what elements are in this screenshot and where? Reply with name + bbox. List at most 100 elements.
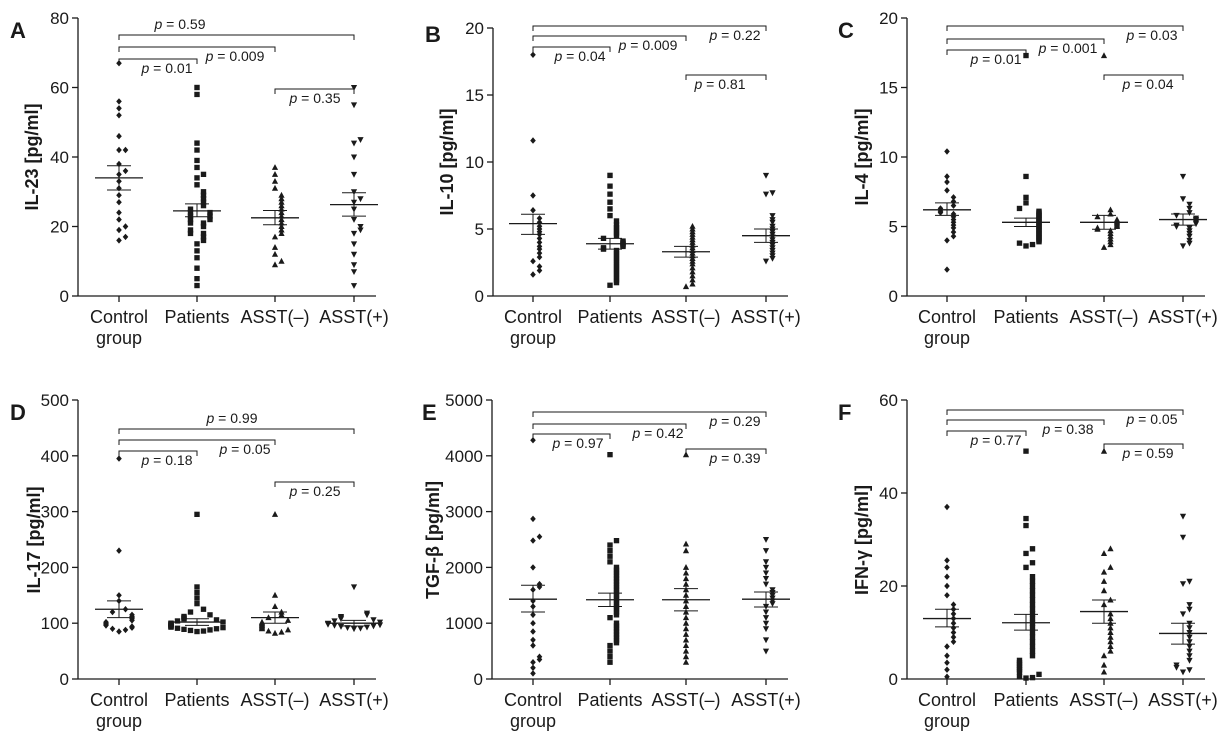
data-point <box>536 533 543 540</box>
data-point <box>1192 215 1200 222</box>
data-point <box>278 230 285 236</box>
data-point <box>762 637 770 644</box>
data-point <box>284 617 292 623</box>
y-tick-label: 60 <box>50 79 69 98</box>
data-point <box>265 627 272 634</box>
data-point <box>536 235 543 242</box>
data-point <box>1023 173 1029 180</box>
data-point <box>324 620 332 627</box>
y-axis-label: IL-10 [pg/ml] <box>437 109 457 216</box>
data-point <box>536 267 543 274</box>
data-point <box>200 171 207 177</box>
data-point <box>950 638 957 645</box>
data-point <box>682 608 690 615</box>
data-point <box>530 192 536 199</box>
data-point <box>944 148 950 155</box>
data-point <box>194 282 200 289</box>
data-point <box>682 451 690 458</box>
p-bracket <box>532 433 611 439</box>
panel-letter: C <box>838 18 854 43</box>
p-value-label: p = 0.42 <box>632 425 684 441</box>
data-point <box>1179 196 1187 203</box>
data-point <box>1029 634 1036 640</box>
p-bracket <box>274 88 355 94</box>
data-point <box>762 258 770 265</box>
data-point <box>174 625 181 631</box>
data-point <box>200 606 207 612</box>
p-bracket <box>1103 443 1184 449</box>
y-tick-label: 0 <box>60 287 69 306</box>
data-point <box>769 213 776 219</box>
data-point <box>194 164 200 171</box>
data-point <box>207 627 213 633</box>
data-point <box>937 205 944 212</box>
x-tick-label: ASST(+) <box>1148 690 1218 710</box>
data-point <box>607 282 613 288</box>
data-point <box>682 631 690 637</box>
data-point <box>1029 601 1036 608</box>
panel-c: 0 5 10 15 20 Control group Patients ASST(–) ASST(… <box>838 9 1218 348</box>
data-point <box>376 619 384 626</box>
data-point <box>187 627 194 634</box>
data-point <box>194 511 200 517</box>
data-point <box>530 659 536 666</box>
data-point <box>116 105 122 112</box>
data-point <box>1029 592 1036 598</box>
data-point <box>689 280 696 287</box>
data-point <box>116 226 122 234</box>
panel-letter: A <box>10 18 26 43</box>
y-tick-label: 0 <box>474 670 483 689</box>
data-point <box>536 253 543 261</box>
data-point <box>613 247 620 254</box>
data-point <box>129 611 135 619</box>
data-point <box>950 633 957 641</box>
panel-b: 0 5 10 15 20 Control group Patients ASST(–) ASST(… <box>425 19 801 348</box>
data-point <box>1036 208 1042 214</box>
data-point <box>122 626 129 634</box>
data-point <box>1186 237 1193 244</box>
p-value-label: p = 0.29 <box>709 413 761 429</box>
data-point <box>350 171 358 178</box>
data-point <box>762 537 770 543</box>
data-point <box>194 255 200 261</box>
data-point <box>682 569 690 576</box>
data-point <box>620 238 626 244</box>
x-tick-label: ASST(+) <box>319 307 389 327</box>
y-tick-label: 10 <box>465 153 484 172</box>
data-point <box>271 261 279 268</box>
data-point <box>271 629 279 636</box>
data-point <box>271 171 279 177</box>
data-point <box>350 283 358 289</box>
data-point <box>271 178 279 184</box>
x-tick-label: ASST(–) <box>651 690 720 710</box>
panel-letter: F <box>838 400 851 425</box>
data-point <box>944 266 950 273</box>
data-point <box>194 182 200 188</box>
data-point <box>1016 205 1023 212</box>
y-tick-label: 60 <box>879 391 898 410</box>
data-point <box>1029 560 1036 566</box>
data-point <box>536 249 543 257</box>
data-point <box>194 241 200 247</box>
p-value-label: p = 0.009 <box>618 37 678 53</box>
panel-letter: B <box>425 22 441 47</box>
data-point <box>607 183 613 189</box>
y-tick-label: 80 <box>50 9 69 28</box>
panel-letter: E <box>422 400 437 425</box>
y-axis-label: TGF-β [pg/ml] <box>423 481 443 599</box>
p-bracket <box>118 34 355 40</box>
p-value-label: p = 0.04 <box>1122 76 1174 92</box>
data-point <box>1016 657 1023 664</box>
data-point <box>1107 643 1114 649</box>
x-tick-label: ASST(–) <box>1069 307 1138 327</box>
data-point <box>762 581 770 588</box>
p-value-label: p = 0.01 <box>970 51 1022 67</box>
x-tick-label: Control group <box>90 690 148 731</box>
data-point <box>350 217 358 223</box>
data-point <box>116 455 122 462</box>
x-tick-label: Control group <box>918 307 976 348</box>
data-point <box>1029 578 1036 584</box>
p-value-label: p = 0.39 <box>709 450 761 466</box>
data-point <box>1173 662 1180 669</box>
data-point <box>607 199 613 205</box>
